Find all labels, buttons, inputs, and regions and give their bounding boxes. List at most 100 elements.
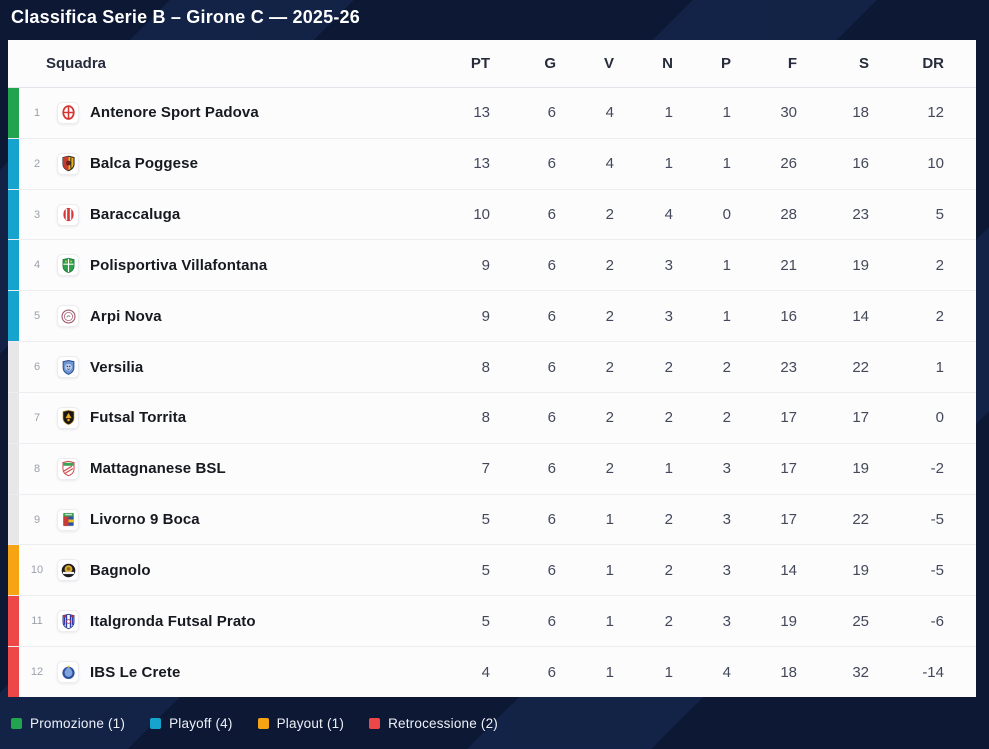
table-row[interactable]: 7 Futsal Torrita 8 6 2 2 2 17 17 0 — [8, 392, 976, 444]
stat-g: 6 — [547, 663, 556, 681]
stat-f: 17 — [780, 511, 797, 529]
position-number: 11 — [31, 615, 43, 628]
stat-pt: 8 — [481, 409, 490, 427]
zone-bar-playoff — [8, 240, 19, 291]
position-number: 1 — [33, 106, 41, 119]
stat-f: 23 — [780, 358, 797, 376]
stat-dr: -5 — [930, 561, 944, 579]
table-row[interactable]: 5 Arpi Nova 9 6 2 3 1 16 14 2 — [8, 291, 976, 343]
stat-pt: 13 — [473, 104, 490, 122]
table-row[interactable]: 12 IBS Le Crete 4 6 1 1 4 18 32 -14 — [8, 647, 976, 697]
position-number: 7 — [33, 411, 41, 424]
stat-dr: 1 — [935, 358, 944, 376]
stat-v: 2 — [605, 206, 614, 224]
position-number: 2 — [33, 157, 41, 170]
stat-p: 4 — [722, 663, 731, 681]
stat-g: 6 — [547, 561, 556, 579]
stat-pt: 10 — [473, 206, 490, 224]
stat-f: 28 — [780, 206, 797, 224]
stat-pt: 4 — [481, 663, 490, 681]
villafontana-crest-icon — [57, 254, 79, 277]
column-header-n: N — [662, 55, 673, 72]
stat-p: 1 — [722, 155, 731, 173]
column-header-v: V — [603, 55, 614, 72]
stat-s: 19 — [852, 460, 869, 478]
stat-v: 1 — [605, 511, 614, 529]
stat-s: 22 — [852, 358, 869, 376]
ibscrete-crest-icon — [57, 661, 79, 684]
torrita-crest-icon — [57, 406, 79, 429]
stat-n: 1 — [664, 155, 673, 173]
balca-crest-icon — [57, 152, 79, 175]
team-name: IBS Le Crete — [90, 663, 181, 681]
stat-pt: 7 — [481, 460, 490, 478]
stat-n: 3 — [664, 256, 673, 274]
team-name: Baraccaluga — [90, 206, 181, 224]
table-header-row: Squadra PT G V N P F S DR — [8, 40, 976, 88]
table-row[interactable]: 6 Versilia 8 6 2 2 2 23 22 1 — [8, 342, 976, 393]
stat-g: 6 — [547, 511, 556, 529]
table-body: 1 Antenore Sport Padova 13 6 4 1 1 30 18 12 2 Balca… — [8, 88, 976, 697]
stat-v: 2 — [605, 460, 614, 478]
table-row[interactable]: 3 Baraccaluga 10 6 2 4 0 28 23 5 — [8, 189, 976, 241]
zone-bar-playoff — [8, 189, 19, 240]
stat-pt: 5 — [481, 612, 490, 630]
stat-p: 3 — [722, 561, 731, 579]
stat-p: 1 — [722, 256, 731, 274]
stat-s: 16 — [852, 155, 869, 173]
table-row[interactable]: 10 Bagnolo 5 6 1 2 3 14 19 -5 — [8, 545, 976, 597]
stat-s: 18 — [852, 104, 869, 122]
stat-n: 1 — [664, 104, 673, 122]
legend-label: Playout (1) — [276, 716, 345, 731]
stat-v: 2 — [605, 307, 614, 325]
zone-bar-none — [8, 494, 19, 545]
arpinova-crest-icon — [57, 305, 79, 328]
table-row[interactable]: 11 Italgronda Futsal Prato 5 6 1 2 3 19 25 -6 — [8, 596, 976, 648]
stat-dr: -2 — [930, 460, 944, 478]
stat-p: 1 — [722, 104, 731, 122]
stat-pt: 5 — [481, 561, 490, 579]
legend-label: Promozione (1) — [30, 716, 126, 731]
stat-g: 6 — [547, 358, 556, 376]
antenore-crest-icon — [57, 101, 79, 124]
stat-n: 2 — [664, 612, 673, 630]
livorno-crest-icon — [57, 508, 79, 531]
stat-pt: 9 — [481, 307, 490, 325]
stat-f: 18 — [780, 663, 797, 681]
stat-p: 3 — [722, 511, 731, 529]
stat-p: 1 — [722, 307, 731, 325]
team-name: Bagnolo — [90, 561, 151, 579]
table-row[interactable]: 8 Mattagnanese BSL 7 6 2 1 3 17 19 -2 — [8, 443, 976, 495]
mattagnanese-crest-icon — [57, 457, 79, 480]
versilia-crest-icon — [57, 356, 79, 379]
stat-g: 6 — [547, 409, 556, 427]
zone-bar-retrocessione — [8, 596, 19, 647]
team-name: Balca Poggese — [90, 155, 199, 173]
table-row[interactable]: 4 Polisportiva Villafontana 9 6 2 3 1 21 19 2 — [8, 240, 976, 292]
zone-bar-none — [8, 443, 19, 494]
column-header-f: F — [787, 55, 797, 72]
table-row[interactable]: 2 Balca Poggese 13 6 4 1 1 26 16 10 — [8, 138, 976, 190]
position-number: 4 — [33, 259, 41, 272]
legend-label: Playoff (4) — [169, 716, 233, 731]
column-header-squadra: Squadra — [46, 55, 107, 72]
position-number: 9 — [33, 513, 41, 526]
legend-item-playoff: Playoff (4) — [150, 716, 232, 731]
stat-dr: 10 — [927, 155, 944, 173]
stat-s: 19 — [852, 256, 869, 274]
stat-p: 3 — [722, 612, 731, 630]
stat-f: 16 — [780, 307, 797, 325]
table-row[interactable]: 1 Antenore Sport Padova 13 6 4 1 1 30 18 12 — [8, 88, 976, 139]
table-row[interactable]: 9 Livorno 9 Boca 5 6 1 2 3 17 22 -5 — [8, 494, 976, 546]
position-number: 5 — [33, 310, 41, 323]
stat-p: 0 — [722, 206, 731, 224]
stat-dr: 12 — [927, 104, 944, 122]
column-header-p: P — [720, 55, 731, 72]
stat-g: 6 — [547, 307, 556, 325]
stat-f: 17 — [780, 409, 797, 427]
bagnolo-crest-icon — [57, 559, 79, 582]
position-number: 8 — [33, 462, 41, 475]
legend: Promozione (1) Playoff (4) Playout (1) Retr… — [11, 716, 498, 731]
stat-n: 2 — [664, 358, 673, 376]
stat-pt: 13 — [473, 155, 490, 173]
